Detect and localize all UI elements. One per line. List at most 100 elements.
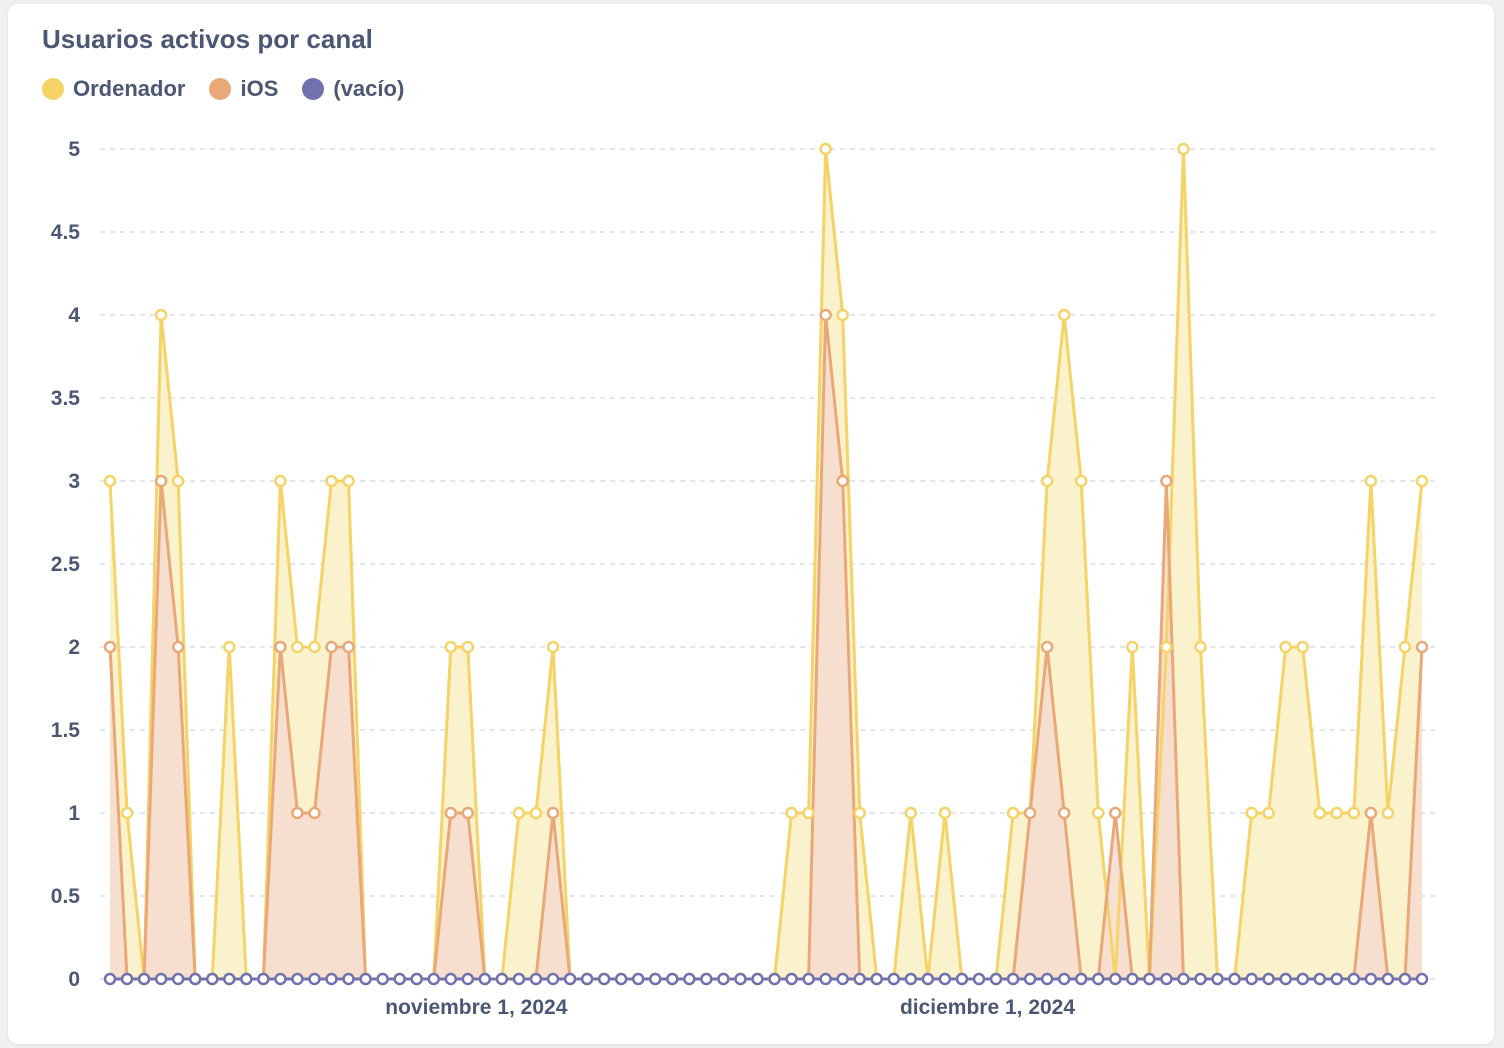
data-point bbox=[597, 972, 611, 986]
data-point bbox=[1160, 474, 1173, 488]
chart-legend: Ordenador iOS (vacío) bbox=[42, 76, 404, 102]
data-point bbox=[120, 806, 134, 820]
data-point bbox=[308, 640, 321, 654]
data-point bbox=[972, 972, 986, 986]
data-point bbox=[1347, 972, 1361, 986]
data-point bbox=[904, 972, 918, 986]
data-point bbox=[1381, 972, 1395, 986]
data-point bbox=[1023, 806, 1037, 820]
data-point bbox=[683, 972, 696, 986]
data-point bbox=[819, 142, 832, 156]
data-point bbox=[1330, 972, 1344, 986]
y-tick-label: 3 bbox=[68, 470, 80, 493]
data-point bbox=[376, 972, 389, 986]
data-point bbox=[1415, 474, 1429, 488]
data-point bbox=[1279, 640, 1292, 654]
data-point bbox=[938, 806, 952, 820]
data-point bbox=[1092, 806, 1105, 820]
data-point bbox=[342, 972, 355, 986]
area-0 bbox=[110, 149, 1422, 979]
data-point bbox=[1023, 972, 1037, 986]
data-point bbox=[1006, 972, 1020, 986]
data-point bbox=[103, 972, 117, 986]
data-point bbox=[1296, 972, 1309, 986]
data-point bbox=[1194, 972, 1207, 986]
data-point bbox=[836, 308, 849, 322]
data-point bbox=[1057, 972, 1071, 986]
chart-card: Usuarios activos por canal Ordenador iOS… bbox=[8, 4, 1494, 1044]
data-point bbox=[1398, 972, 1412, 986]
data-point bbox=[1074, 474, 1088, 488]
data-point bbox=[1245, 972, 1258, 986]
data-point bbox=[274, 474, 287, 488]
data-point bbox=[308, 806, 321, 820]
data-point bbox=[836, 972, 849, 986]
data-point bbox=[1057, 806, 1071, 820]
data-point bbox=[1364, 474, 1378, 488]
data-point bbox=[1415, 972, 1429, 986]
data-point bbox=[1126, 972, 1139, 986]
data-point bbox=[819, 972, 832, 986]
data-point bbox=[478, 972, 492, 986]
legend-item-vacio[interactable]: (vacío) bbox=[302, 76, 404, 102]
data-point bbox=[103, 474, 117, 488]
data-point bbox=[955, 972, 969, 986]
y-tick-label: 5 bbox=[68, 138, 80, 161]
data-point bbox=[904, 806, 918, 820]
data-point bbox=[989, 972, 1003, 986]
data-point bbox=[240, 972, 253, 986]
data-point bbox=[325, 474, 338, 488]
data-point bbox=[171, 474, 185, 488]
data-point bbox=[171, 972, 185, 986]
y-tick-label: 4.5 bbox=[51, 221, 81, 244]
x-tick-label: diciembre 1, 2024 bbox=[900, 996, 1075, 1019]
data-point bbox=[1040, 640, 1054, 654]
data-point bbox=[819, 308, 832, 322]
data-point bbox=[631, 972, 645, 986]
data-point bbox=[512, 972, 526, 986]
data-point bbox=[257, 972, 270, 986]
data-point bbox=[342, 640, 355, 654]
data-point bbox=[563, 972, 577, 986]
data-point bbox=[1330, 806, 1344, 820]
data-point bbox=[1262, 972, 1275, 986]
data-point bbox=[546, 640, 560, 654]
data-point bbox=[1177, 972, 1190, 986]
data-point bbox=[342, 474, 355, 488]
data-point bbox=[461, 972, 475, 986]
data-point bbox=[1092, 972, 1105, 986]
y-tick-label: 1 bbox=[68, 802, 80, 825]
y-tick-label: 3.5 bbox=[51, 387, 81, 410]
data-point bbox=[1279, 972, 1292, 986]
data-point bbox=[1109, 972, 1122, 986]
data-point bbox=[444, 806, 458, 820]
data-point bbox=[734, 972, 747, 986]
data-point bbox=[103, 640, 117, 654]
data-point bbox=[1177, 142, 1190, 156]
data-point bbox=[1347, 806, 1361, 820]
data-point bbox=[751, 972, 764, 986]
legend-swatch-vacio bbox=[302, 78, 325, 100]
data-point bbox=[580, 972, 594, 986]
data-point bbox=[614, 972, 628, 986]
data-point bbox=[512, 806, 526, 820]
data-point bbox=[291, 806, 304, 820]
data-point bbox=[1040, 474, 1054, 488]
legend-swatch-ordenador bbox=[42, 78, 64, 100]
legend-swatch-ios bbox=[209, 78, 232, 100]
x-tick-label: noviembre 1, 2024 bbox=[385, 996, 567, 1019]
legend-item-ios[interactable]: iOS bbox=[209, 76, 278, 102]
data-point bbox=[1040, 972, 1054, 986]
legend-label-vacio: (vacío) bbox=[333, 76, 405, 101]
data-point bbox=[495, 972, 509, 986]
data-point bbox=[1245, 806, 1258, 820]
data-point bbox=[393, 972, 406, 986]
data-point bbox=[1006, 806, 1020, 820]
data-point bbox=[1296, 640, 1309, 654]
data-point bbox=[666, 972, 679, 986]
data-point bbox=[802, 806, 815, 820]
data-point bbox=[120, 972, 134, 986]
data-point bbox=[274, 972, 287, 986]
legend-item-ordenador[interactable]: Ordenador bbox=[42, 76, 185, 102]
